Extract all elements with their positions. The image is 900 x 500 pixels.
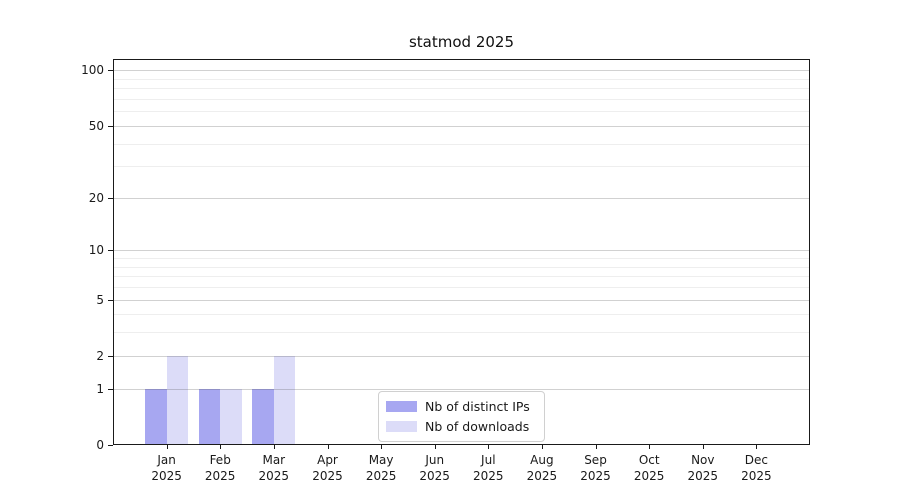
- year-label: 2025: [741, 469, 772, 483]
- year-label: 2025: [204, 469, 236, 483]
- x-tick-label-mar: Mar 2025: [242, 452, 306, 484]
- x-tick-jan: [166, 445, 168, 449]
- minor-gridline-4: [113, 314, 810, 316]
- x-tick-label-jun: Jun 2025: [403, 452, 467, 484]
- bar-downloads-feb: [220, 388, 242, 445]
- major-gridline-2: [113, 355, 810, 357]
- year-label: 2025: [687, 469, 719, 483]
- year-label: 2025: [151, 469, 182, 483]
- legend-label-downloads: Nb of downloads: [425, 419, 530, 434]
- x-tick-label-dec: Dec 2025: [724, 452, 788, 484]
- x-tick-mar: [273, 445, 275, 449]
- x-tick-aug: [541, 445, 543, 449]
- y-tick-label-1: 1: [96, 381, 104, 396]
- year-label: 2025: [633, 469, 665, 483]
- legend-item-distinct-ips: Nb of distinct IPs: [386, 398, 536, 415]
- x-tick-label-feb: Feb 2025: [188, 452, 252, 484]
- month-label: Jan: [157, 453, 176, 467]
- y-tick-0: [108, 445, 113, 446]
- x-tick-dec: [756, 445, 758, 449]
- minor-gridline-6: [113, 287, 810, 288]
- month-label: Dec: [744, 453, 768, 467]
- minor-gridline-9: [113, 258, 810, 259]
- y-tick-label-100: 100: [81, 63, 104, 78]
- legend-swatch-downloads: [386, 421, 417, 432]
- x-tick-may: [381, 445, 383, 449]
- x-tick-apr: [327, 445, 329, 449]
- month-label: Jul: [481, 453, 496, 467]
- year-label: 2025: [526, 469, 558, 483]
- month-label: Feb: [209, 453, 231, 467]
- x-tick-label-jul: Jul 2025: [456, 452, 520, 484]
- bar-downloads-jan: [166, 355, 188, 445]
- x-tick-sep: [595, 445, 597, 449]
- minor-gridline-70: [113, 98, 810, 100]
- y-tick-label-50: 50: [88, 118, 104, 133]
- x-tick-label-may: May 2025: [349, 452, 413, 484]
- year-label: 2025: [365, 469, 397, 483]
- year-label: 2025: [258, 469, 290, 483]
- chart-title: statmod 2025: [408, 33, 515, 51]
- month-label: Sep: [584, 453, 607, 467]
- month-label: Oct: [638, 453, 660, 467]
- x-tick-label-nov: Nov 2025: [671, 452, 735, 484]
- month-label: Nov: [691, 453, 715, 467]
- month-label: Aug: [530, 453, 554, 467]
- legend-label-distinct-ips: Nb of distinct IPs: [425, 399, 530, 414]
- x-tick-oct: [649, 445, 651, 449]
- x-tick-nov: [702, 445, 704, 449]
- minor-gridline-7: [113, 276, 810, 278]
- y-tick-20: [108, 197, 113, 199]
- legend: Nb of distinct IPs Nb of downloads: [378, 391, 545, 442]
- minor-gridline-60: [113, 111, 810, 113]
- plot-area-border: [113, 59, 810, 445]
- legend-item-downloads: Nb of downloads: [386, 418, 536, 435]
- major-gridline-10: [113, 250, 810, 252]
- major-gridline-20: [113, 197, 810, 199]
- bar-distinct-ips-jan: [145, 388, 167, 445]
- y-tick-label-20: 20: [88, 190, 104, 205]
- y-tick-label-5: 5: [96, 292, 104, 307]
- month-label: Mar: [262, 453, 286, 467]
- x-tick-feb: [220, 445, 222, 449]
- bar-distinct-ips-feb: [198, 388, 221, 445]
- y-tick-1: [108, 388, 113, 390]
- minor-gridline-90: [113, 78, 810, 80]
- y-tick-label-10: 10: [88, 243, 104, 258]
- y-tick-label-0: 0: [96, 438, 104, 452]
- month-label: Jun: [425, 453, 445, 467]
- bar-downloads-mar: [273, 355, 296, 445]
- x-tick-label-oct: Oct 2025: [617, 452, 681, 484]
- major-gridline-50: [113, 125, 810, 127]
- minor-gridline-30: [113, 166, 810, 168]
- minor-gridline-80: [113, 88, 810, 90]
- x-tick-label-jan: Jan 2025: [135, 452, 199, 484]
- x-tick-jun: [434, 445, 436, 449]
- minor-gridline-40: [113, 143, 810, 145]
- year-label: 2025: [419, 469, 450, 483]
- year-label: 2025: [580, 469, 611, 483]
- bar-distinct-ips-mar: [252, 388, 274, 445]
- major-gridline-100: [113, 70, 810, 72]
- y-tick-2: [108, 355, 113, 357]
- x-tick-jul: [488, 445, 490, 449]
- month-label: May: [368, 453, 394, 467]
- y-tick-10: [108, 250, 113, 252]
- y-tick-5: [108, 299, 113, 301]
- y-tick-100: [108, 70, 113, 72]
- month-label: Apr: [317, 453, 338, 467]
- x-tick-label-aug: Aug 2025: [510, 452, 574, 484]
- minor-gridline-3: [113, 332, 810, 334]
- major-gridline-5: [113, 299, 810, 301]
- y-tick-50: [108, 125, 113, 127]
- year-label: 2025: [312, 469, 343, 483]
- y-tick-label-2: 2: [96, 348, 104, 363]
- minor-gridline-8: [113, 266, 810, 268]
- legend-swatch-distinct-ips: [386, 401, 417, 412]
- x-tick-label-apr: Apr 2025: [296, 452, 360, 484]
- year-label: 2025: [473, 469, 504, 483]
- x-tick-label-sep: Sep 2025: [564, 452, 628, 484]
